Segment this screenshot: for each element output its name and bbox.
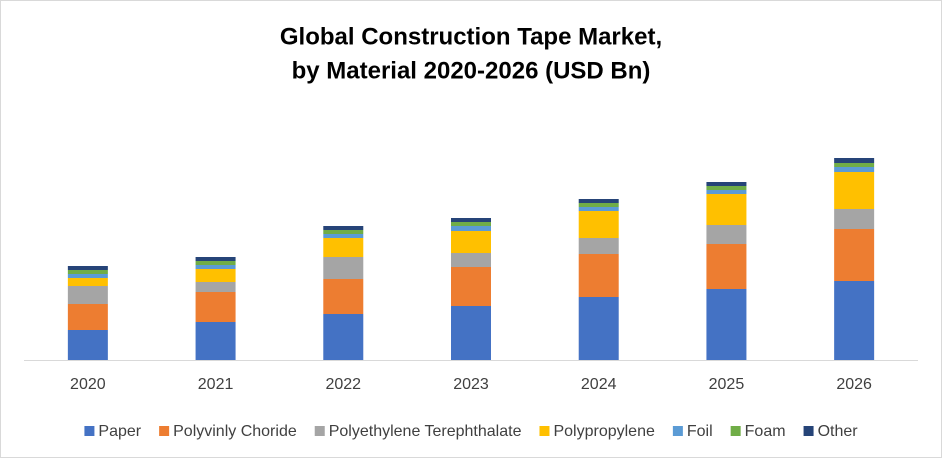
legend-label: Polypropylene bbox=[553, 423, 655, 440]
bar-segment bbox=[578, 203, 619, 207]
bar-segment bbox=[195, 322, 236, 360]
legend-label: Foam bbox=[745, 423, 786, 440]
chart-title: Global Construction Tape Market, bbox=[280, 23, 662, 50]
bar-segment bbox=[195, 257, 236, 261]
x-tick-label: 2022 bbox=[325, 376, 361, 393]
bar-segment bbox=[834, 163, 875, 167]
bar-segment bbox=[67, 278, 108, 286]
legend-label: Other bbox=[818, 423, 859, 440]
bar-segment bbox=[578, 254, 619, 297]
bar-segment bbox=[195, 265, 236, 269]
bar-segment bbox=[834, 158, 875, 163]
x-tick-label: 2021 bbox=[198, 376, 234, 393]
bar-segment bbox=[834, 172, 875, 209]
legend-swatch bbox=[539, 426, 550, 436]
x-tick-label: 2025 bbox=[709, 376, 745, 393]
bar-segment bbox=[706, 244, 747, 289]
bar-segment bbox=[834, 229, 875, 281]
x-tick-label: 2020 bbox=[70, 376, 106, 393]
bar-segment bbox=[578, 297, 619, 360]
bar-segment bbox=[578, 207, 619, 211]
bar-segment bbox=[323, 238, 364, 257]
bar-segment bbox=[67, 274, 108, 278]
bar-segment bbox=[195, 282, 236, 292]
bar-segment bbox=[195, 269, 236, 282]
legend-swatch bbox=[803, 426, 814, 436]
bar-segment bbox=[323, 279, 364, 314]
bar-segment bbox=[451, 231, 491, 253]
bar-segment bbox=[451, 218, 491, 222]
bar-segment bbox=[323, 314, 364, 360]
bar-segment bbox=[451, 267, 491, 306]
bar-segment bbox=[706, 289, 747, 360]
bar-segment bbox=[706, 186, 747, 190]
bar-segment bbox=[834, 167, 875, 172]
legend-swatch bbox=[84, 426, 95, 436]
bar-segment bbox=[578, 211, 619, 238]
bar-segment bbox=[451, 222, 491, 226]
bar-segment bbox=[67, 266, 108, 270]
bar-segment bbox=[195, 292, 236, 322]
bar-segment bbox=[834, 209, 875, 229]
bar-segment bbox=[323, 226, 364, 230]
bar-segment bbox=[451, 306, 491, 360]
legend-swatch bbox=[314, 426, 325, 436]
legend-label: Polyvinly Choride bbox=[173, 423, 297, 440]
bar-segment bbox=[706, 225, 747, 244]
bar-segment bbox=[67, 330, 108, 360]
bar-segment bbox=[323, 230, 364, 234]
chart-title: by Material 2020-2026 (USD Bn) bbox=[292, 57, 651, 84]
legend-swatch bbox=[730, 426, 741, 436]
x-tick-label: 2024 bbox=[581, 376, 617, 393]
bar-segment bbox=[451, 253, 491, 267]
legend-swatch bbox=[672, 426, 683, 436]
bar-segment bbox=[323, 257, 364, 279]
x-tick-label: 2023 bbox=[453, 376, 489, 393]
x-tick-label: 2026 bbox=[836, 376, 872, 393]
bar-segment bbox=[323, 234, 364, 238]
legend-label: Polyethylene Terephthalate bbox=[329, 423, 522, 440]
bar-segment bbox=[195, 261, 236, 265]
bar-segment bbox=[67, 304, 108, 330]
bar-segment bbox=[706, 190, 747, 194]
legend-label: Paper bbox=[98, 423, 141, 440]
bar-segment bbox=[706, 194, 747, 225]
bar-segment bbox=[67, 286, 108, 304]
bar-segment bbox=[451, 226, 491, 231]
bar-segment bbox=[67, 270, 108, 274]
legend-label: Foil bbox=[687, 423, 713, 440]
bar-segment bbox=[834, 281, 875, 360]
bar-segment bbox=[578, 238, 619, 254]
bar-segment bbox=[578, 199, 619, 203]
legend-swatch bbox=[159, 426, 170, 436]
bar-segment bbox=[706, 182, 747, 186]
